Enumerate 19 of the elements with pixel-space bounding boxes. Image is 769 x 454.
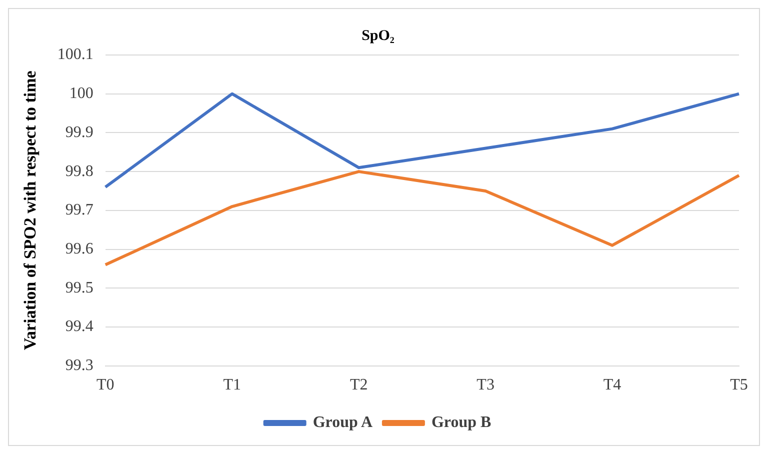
y-tick-label: 100.1 — [57, 46, 94, 64]
y-tick-label: 99.9 — [65, 124, 94, 141]
y-tick-label: 99.5 — [65, 279, 94, 296]
x-tick-label: T0 — [96, 376, 114, 394]
y-tick-label: 100 — [69, 85, 94, 102]
x-tick-label: T5 — [730, 376, 748, 394]
x-tick-label: T1 — [223, 376, 242, 394]
legend-label: Group A — [312, 414, 374, 432]
y-tick-label: 99.4 — [65, 318, 94, 336]
y-tick-label: 99.3 — [65, 357, 94, 374]
y-tick-label: 99.8 — [65, 162, 94, 180]
x-tick-label: T3 — [476, 376, 494, 394]
y-axis-title: Variation of SPO2 with respect to time — [20, 70, 40, 350]
legend-label: Group B — [431, 414, 492, 432]
chart-title: SpO₂ — [362, 28, 395, 44]
x-tick-label: T2 — [350, 376, 368, 394]
y-tick-label: 99.6 — [65, 240, 94, 258]
x-tick-label: T4 — [603, 376, 622, 394]
y-tick-label: 99.7 — [65, 202, 94, 219]
